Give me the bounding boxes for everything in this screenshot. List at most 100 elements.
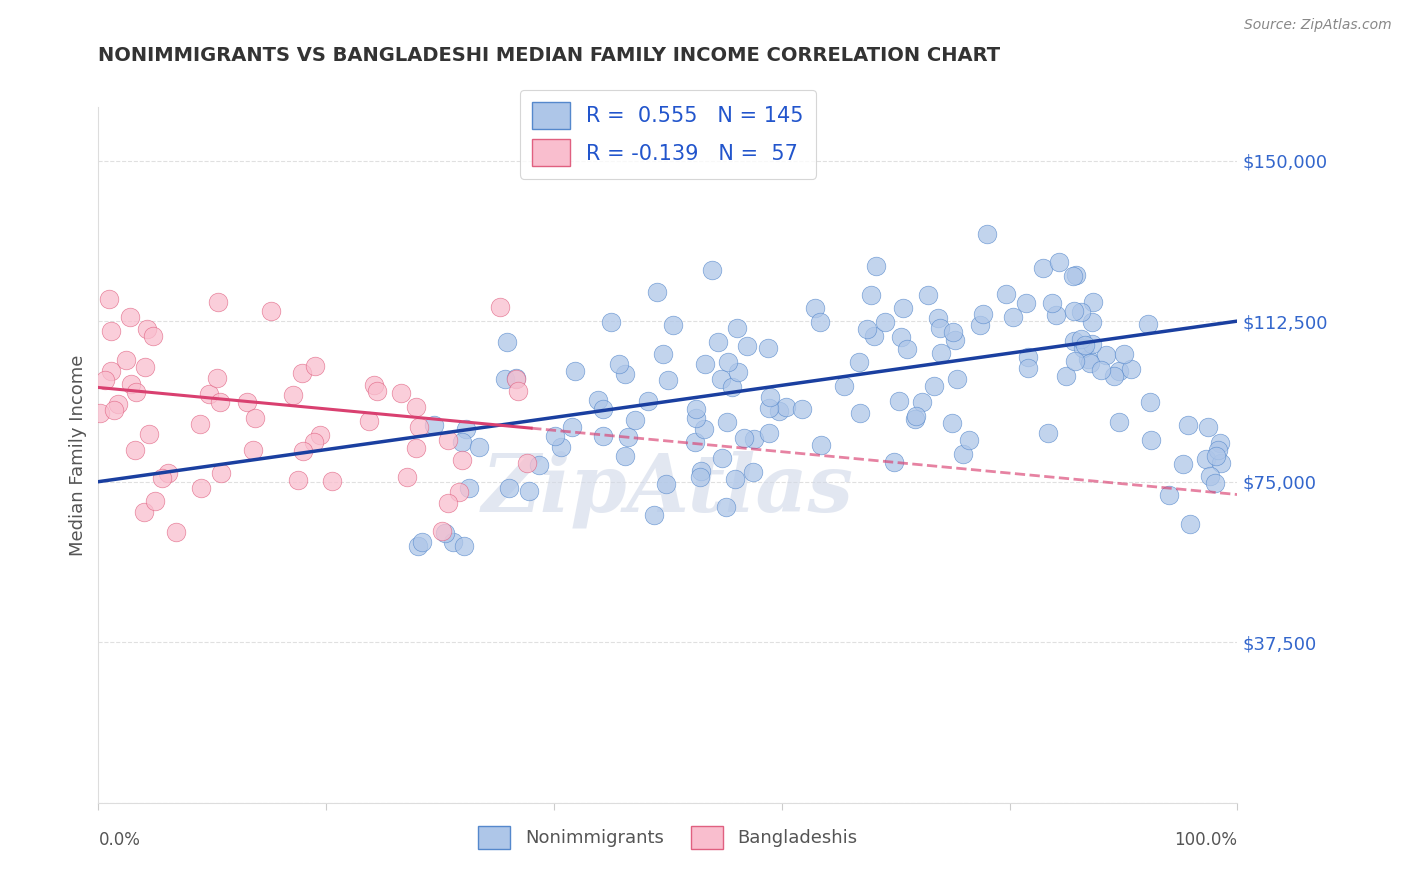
Point	[516, 456, 538, 470]
Point	[856, 322, 879, 336]
Point	[359, 414, 381, 428]
Point	[198, 386, 221, 401]
Point	[969, 318, 991, 333]
Point	[1209, 456, 1232, 470]
Point	[952, 447, 974, 461]
Point	[1063, 354, 1085, 368]
Point	[613, 450, 636, 464]
Point	[1047, 255, 1070, 269]
Point	[707, 335, 730, 350]
Point	[873, 315, 896, 329]
Point	[544, 429, 567, 443]
Point	[209, 466, 232, 480]
Point	[134, 359, 156, 374]
Point	[405, 441, 427, 455]
Point	[685, 410, 707, 425]
Point	[291, 444, 314, 458]
Point	[389, 386, 412, 401]
Point	[716, 416, 738, 430]
Point	[395, 470, 418, 484]
Point	[862, 329, 884, 343]
Point	[1081, 315, 1104, 329]
Point	[107, 397, 129, 411]
Text: 0.0%: 0.0%	[98, 830, 141, 848]
Point	[437, 433, 460, 447]
Point	[624, 413, 647, 427]
Point	[1180, 517, 1202, 532]
Point	[586, 393, 609, 408]
Point	[141, 328, 163, 343]
Point	[725, 321, 748, 335]
Point	[917, 287, 939, 301]
Point	[643, 508, 665, 522]
Point	[143, 493, 166, 508]
Point	[652, 347, 675, 361]
Point	[1199, 468, 1222, 483]
Point	[931, 346, 953, 360]
Point	[550, 440, 572, 454]
Point	[1119, 361, 1142, 376]
Point	[1195, 452, 1218, 467]
Point	[209, 395, 232, 409]
Point	[1204, 476, 1226, 491]
Point	[291, 366, 314, 380]
Point	[592, 429, 614, 443]
Point	[735, 339, 758, 353]
Point	[758, 426, 780, 441]
Point	[710, 372, 733, 386]
Point	[972, 307, 994, 321]
Point	[281, 388, 304, 402]
Point	[489, 300, 512, 314]
Point	[1171, 457, 1194, 471]
Text: 100.0%: 100.0%	[1174, 830, 1237, 848]
Point	[243, 410, 266, 425]
Point	[405, 400, 427, 414]
Point	[1102, 368, 1125, 383]
Point	[720, 379, 742, 393]
Point	[304, 359, 326, 373]
Point	[1090, 363, 1112, 377]
Point	[1136, 317, 1159, 331]
Point	[700, 262, 723, 277]
Point	[150, 470, 173, 484]
Point	[758, 390, 780, 404]
Point	[756, 342, 779, 356]
Point	[758, 401, 780, 416]
Point	[1094, 348, 1116, 362]
Point	[115, 353, 138, 368]
Point	[1032, 260, 1054, 275]
Point	[1063, 304, 1085, 318]
Point	[260, 304, 283, 318]
Point	[714, 500, 737, 514]
Point	[411, 535, 433, 549]
Point	[468, 440, 491, 454]
Point	[103, 403, 125, 417]
Point	[93, 373, 115, 387]
Point	[1077, 351, 1099, 366]
Point	[1054, 369, 1077, 384]
Point	[890, 330, 912, 344]
Point	[832, 379, 855, 393]
Point	[207, 370, 229, 384]
Point	[690, 465, 713, 479]
Point	[693, 422, 716, 436]
Point	[408, 420, 430, 434]
Point	[689, 470, 711, 484]
Point	[994, 287, 1017, 301]
Point	[889, 394, 911, 409]
Point	[1081, 337, 1104, 351]
Point	[946, 372, 969, 386]
Point	[451, 453, 474, 467]
Text: NONIMMIGRANTS VS BANGLADESHI MEDIAN FAMILY INCOME CORRELATION CHART: NONIMMIGRANTS VS BANGLADESHI MEDIAN FAMI…	[98, 46, 1001, 65]
Point	[1040, 295, 1063, 310]
Point	[600, 315, 623, 329]
Point	[607, 357, 630, 371]
Point	[120, 310, 142, 324]
Point	[1064, 268, 1087, 282]
Point	[366, 384, 388, 399]
Point	[437, 496, 460, 510]
Point	[942, 325, 965, 339]
Point	[742, 432, 765, 446]
Point	[1177, 417, 1199, 432]
Legend: Nonimmigrants, Bangladeshis: Nonimmigrants, Bangladeshis	[471, 819, 865, 856]
